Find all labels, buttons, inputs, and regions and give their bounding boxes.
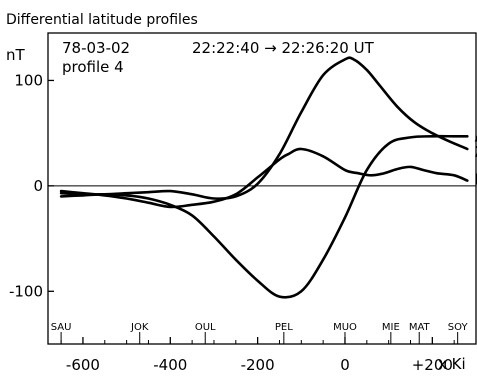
y-tick-label: -100 <box>9 282 43 300</box>
station-label: JOK <box>130 322 149 333</box>
series-line-Z <box>59 56 469 200</box>
station-label: SAU <box>51 322 72 333</box>
axis-layer <box>48 79 477 344</box>
station-label: MUO <box>333 322 357 333</box>
y-axis-label: nT <box>6 46 26 64</box>
series-line-B <box>59 134 469 299</box>
y-tick-label: 0 <box>33 177 43 195</box>
x-tick-label: 0 <box>340 356 350 374</box>
station-label: OUL <box>195 322 216 333</box>
station-label: MAT <box>409 322 431 333</box>
series-line-A <box>59 147 469 209</box>
curve-label-A: A <box>475 127 477 145</box>
plot-frame <box>47 32 477 345</box>
text-layer: 100 0 -100 -600 -400 -200 0 +200 SAU JOK OUL PEL MUO… <box>9 71 477 374</box>
x-tick-label: -400 <box>153 356 187 374</box>
chart-title: Differential latitude profiles <box>6 12 198 28</box>
profile-label: profile 4 <box>62 58 124 76</box>
time-range-label: 22:22:40 → 22:26:20 UT <box>192 39 375 57</box>
station-label: PEL <box>275 322 293 333</box>
station-label: SOY <box>448 322 469 333</box>
x-tick-label: -200 <box>241 356 275 374</box>
date-label: 78-03-02 <box>62 39 130 57</box>
curve-label-B: B <box>475 170 477 188</box>
x-axis-label: x Ki <box>438 355 466 373</box>
curve-label-Z: Z <box>475 143 477 161</box>
x-tick-label: -600 <box>66 356 100 374</box>
station-label: MIE <box>382 322 400 333</box>
x-tick-label: +200 <box>412 356 453 374</box>
y-tick-label: 100 <box>14 71 43 89</box>
series-layer <box>59 56 469 299</box>
